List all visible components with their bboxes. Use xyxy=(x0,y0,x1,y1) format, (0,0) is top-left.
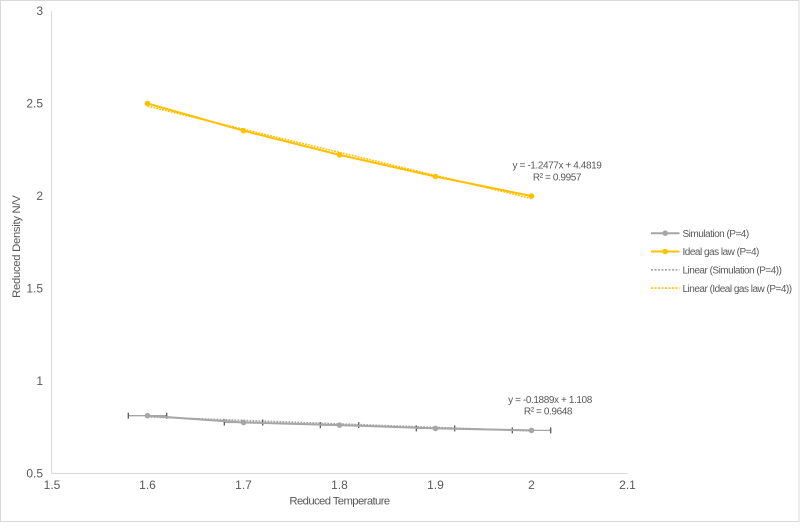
svg-text:1.8: 1.8 xyxy=(331,478,348,492)
svg-text:2: 2 xyxy=(528,478,535,492)
svg-text:Linear (Ideal gas law (P=4)): Linear (Ideal gas law (P=4)) xyxy=(683,284,792,295)
svg-text:2.1: 2.1 xyxy=(619,478,636,492)
svg-text:Simulation (P=4): Simulation (P=4) xyxy=(683,229,749,240)
svg-text:Reduced Temperature: Reduced Temperature xyxy=(289,496,389,508)
svg-text:1.5: 1.5 xyxy=(26,282,43,296)
svg-text:R² = 0.9648: R² = 0.9648 xyxy=(524,407,573,418)
svg-text:1.6: 1.6 xyxy=(139,478,156,492)
svg-text:Reduced Density N/V: Reduced Density N/V xyxy=(11,195,23,298)
svg-text:1: 1 xyxy=(36,374,43,388)
svg-text:1.7: 1.7 xyxy=(235,478,252,492)
svg-text:2.5: 2.5 xyxy=(26,97,43,111)
svg-text:Linear (Simulation (P=4)): Linear (Simulation (P=4)) xyxy=(683,266,782,277)
svg-text:3: 3 xyxy=(36,4,43,18)
svg-text:R² = 0.9957: R² = 0.9957 xyxy=(533,173,582,184)
svg-text:0.5: 0.5 xyxy=(26,467,43,481)
svg-text:2: 2 xyxy=(36,189,43,203)
svg-text:1.5: 1.5 xyxy=(44,478,61,492)
svg-text:y = -0.1889x + 1.108: y = -0.1889x + 1.108 xyxy=(508,395,593,406)
svg-text:1.9: 1.9 xyxy=(427,478,444,492)
svg-text:y = -1.2477x + 4.4819: y = -1.2477x + 4.4819 xyxy=(513,161,603,172)
svg-text:Ideal gas law (P=4): Ideal gas law (P=4) xyxy=(683,247,760,258)
